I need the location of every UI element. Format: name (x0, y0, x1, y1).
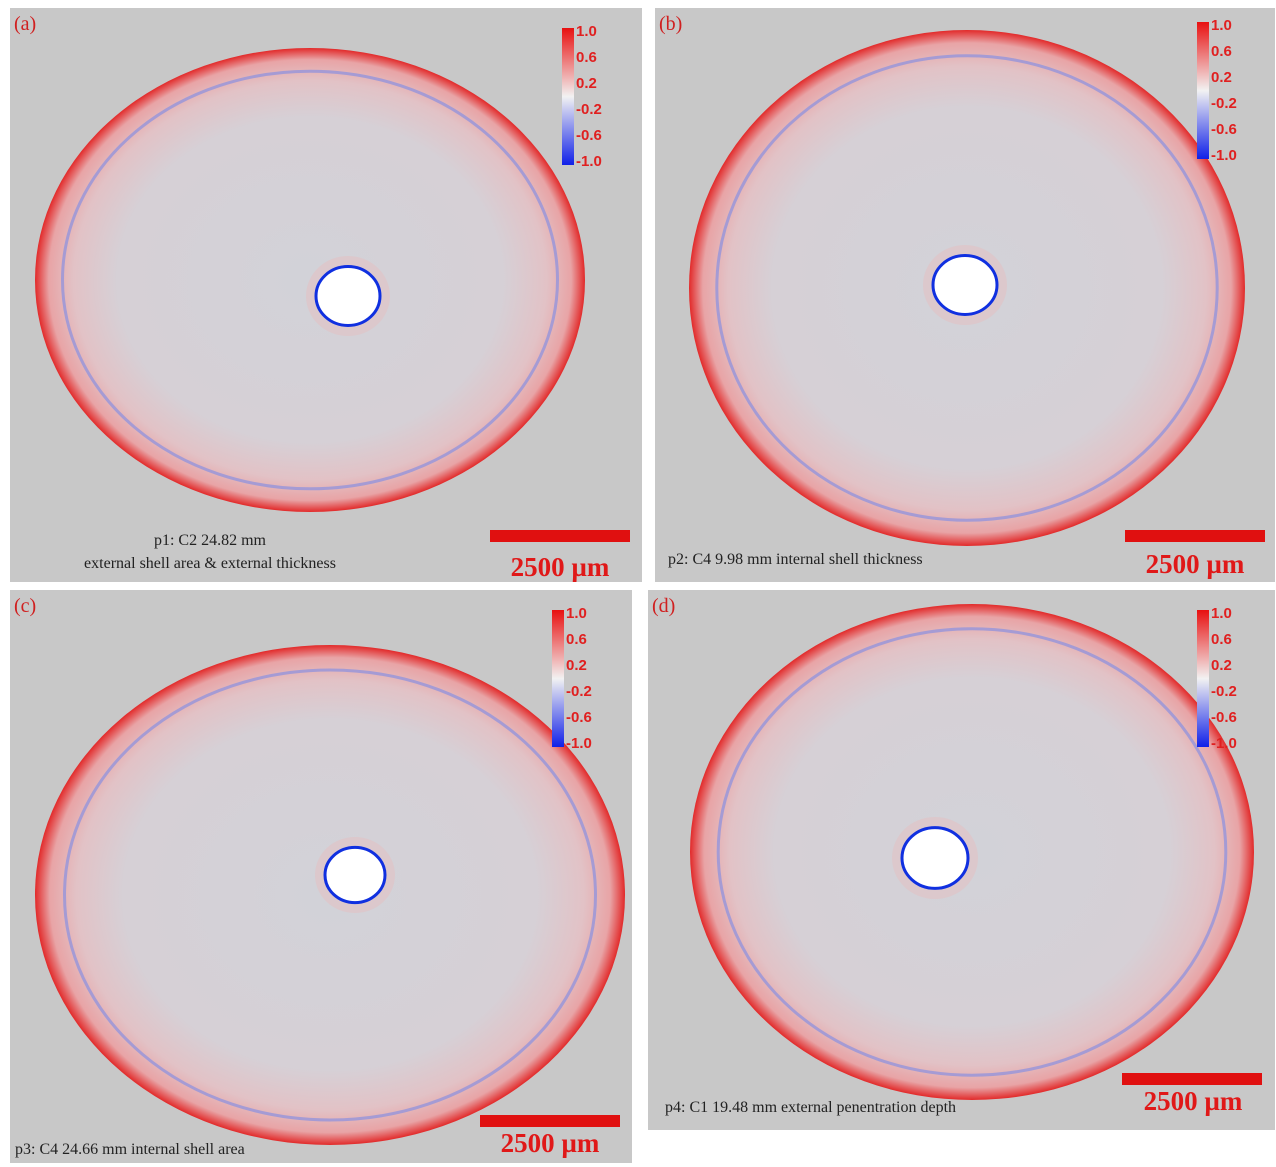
core-hole (325, 847, 385, 902)
panel: (b) 1.0 0.6 0.2 -0.2 -0.6 -1.0 2500 µm p2: C4 9.… (655, 8, 1275, 582)
colorbar-tick-label: 0.2 (576, 75, 597, 92)
colorbar-tick-label: -1.0 (566, 735, 592, 752)
colorbar-tick-label: 0.2 (1211, 657, 1232, 674)
colorbar-tick-label: -0.2 (1211, 683, 1237, 700)
scale-bar (1122, 1073, 1262, 1085)
core-hole (902, 828, 968, 889)
caption: p2: C4 9.98 mm internal shell thickness (668, 551, 923, 568)
colorbar-tick-label: 0.6 (1211, 631, 1232, 648)
figure: (a) 1.0 0.6 0.2 -0.2 -0.6 -1.0 2500 µm p1: C2 24… (0, 0, 1276, 1167)
caption: p4: C1 19.48 mm external penentration de… (665, 1099, 956, 1116)
panel-label: (c) (14, 595, 36, 617)
colorbar-tick-label: -0.6 (1211, 709, 1237, 726)
panel-label: (b) (659, 13, 682, 35)
panel-label: (a) (14, 13, 36, 35)
colorbar-tick-label: 0.6 (1211, 43, 1232, 60)
panel: (c) 1.0 0.6 0.2 -0.2 -0.6 -1.0 2500 µm p3: C4 24… (10, 590, 632, 1163)
scale-bar-label: 2500 µm (1146, 549, 1245, 579)
colorbar-tick-label: 0.6 (576, 49, 597, 66)
core-hole (316, 267, 380, 326)
panel: (a) 1.0 0.6 0.2 -0.2 -0.6 -1.0 2500 µm p1: C2 24… (10, 8, 642, 582)
scale-bar-label: 2500 µm (501, 1128, 600, 1158)
colorbar-tick-label: 0.2 (566, 657, 587, 674)
colorbar-tick-label: -0.6 (576, 127, 602, 144)
page: (a) 1.0 0.6 0.2 -0.2 -0.6 -1.0 2500 µm p1: C2 24… (0, 0, 1276, 1167)
core-hole (933, 256, 997, 315)
colorbar-tick-label: 1.0 (1211, 17, 1232, 34)
colorbar-tick-label: 0.6 (566, 631, 587, 648)
caption: p1: C2 24.82 mm (154, 532, 267, 549)
colorbar-tick-label: -1.0 (1211, 735, 1237, 752)
colorbar-tick-label: 1.0 (576, 23, 597, 40)
colorbar-tick-label: -0.6 (566, 709, 592, 726)
colorbar-tick-label: -1.0 (1211, 147, 1237, 164)
colorbar (562, 28, 574, 165)
scale-bar-label: 2500 µm (511, 552, 610, 582)
scale-bar (490, 530, 630, 542)
colorbar-tick-label: -0.6 (1211, 121, 1237, 138)
colorbar (1197, 610, 1209, 747)
scale-bar-label: 2500 µm (1144, 1086, 1243, 1116)
colorbar-tick-label: 1.0 (1211, 605, 1232, 622)
colorbar-tick-label: -0.2 (566, 683, 592, 700)
colorbar-tick-label: -0.2 (1211, 95, 1237, 112)
colorbar (552, 610, 564, 747)
colorbar-tick-label: -0.2 (576, 101, 602, 118)
colorbar (1197, 22, 1209, 159)
caption: p3: C4 24.66 mm internal shell area (15, 1141, 245, 1158)
scale-bar (480, 1115, 620, 1127)
scale-bar (1125, 530, 1265, 542)
panel-label: (d) (652, 595, 675, 617)
caption: external shell area & external thickness (84, 555, 336, 572)
colorbar-tick-label: 0.2 (1211, 69, 1232, 86)
panel: (d) 1.0 0.6 0.2 -0.2 -0.6 -1.0 2500 µm p4: C1 19… (648, 590, 1275, 1130)
colorbar-tick-label: -1.0 (576, 153, 602, 170)
colorbar-tick-label: 1.0 (566, 605, 587, 622)
